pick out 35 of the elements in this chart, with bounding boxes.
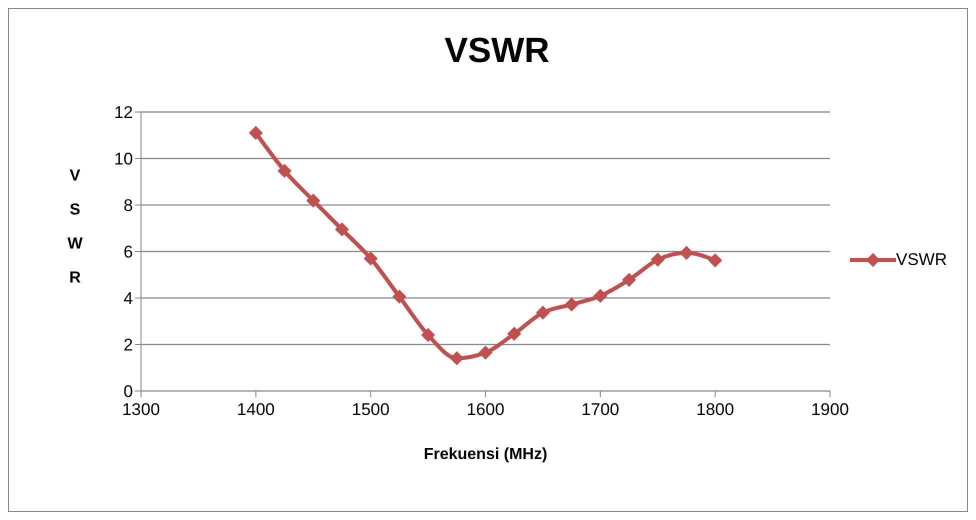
- point: [622, 272, 636, 287]
- point: [421, 328, 436, 342]
- point: [334, 222, 349, 236]
- point: [507, 326, 522, 341]
- y-tick-label: 8: [124, 196, 133, 216]
- point: [248, 126, 263, 140]
- point: [593, 288, 608, 303]
- point: [392, 290, 406, 304]
- x-tick-label: 1600: [466, 400, 504, 420]
- y-tick-label: 2: [124, 336, 133, 355]
- point: [679, 246, 694, 260]
- point: [306, 194, 320, 208]
- y-tick-label: 0: [124, 382, 133, 402]
- y-tick-label: 4: [124, 289, 133, 308]
- x-axis-title: Frekuensi (MHz): [424, 446, 548, 463]
- point: [478, 346, 492, 360]
- point: [650, 252, 665, 267]
- legend-label: VSWR: [896, 250, 947, 270]
- point: [708, 253, 722, 268]
- point: [278, 164, 292, 178]
- point: [564, 298, 579, 312]
- y-tick-label: 10: [114, 150, 133, 169]
- point: [364, 251, 378, 266]
- x-tick-label: 1800: [696, 400, 734, 420]
- x-tick-label: 1500: [352, 400, 390, 420]
- y-tick-label: 6: [124, 242, 133, 262]
- chart-title: VSWR: [444, 31, 550, 71]
- x-tick-label: 1700: [581, 400, 620, 420]
- x-tick-label: 1900: [811, 400, 849, 420]
- point: [536, 306, 550, 320]
- y-axis-title: VSWR: [67, 168, 84, 286]
- point: [450, 351, 464, 366]
- y-tick-label: 12: [114, 103, 133, 122]
- x-tick-label: 1300: [122, 400, 160, 420]
- x-tick-label: 1400: [236, 400, 275, 420]
